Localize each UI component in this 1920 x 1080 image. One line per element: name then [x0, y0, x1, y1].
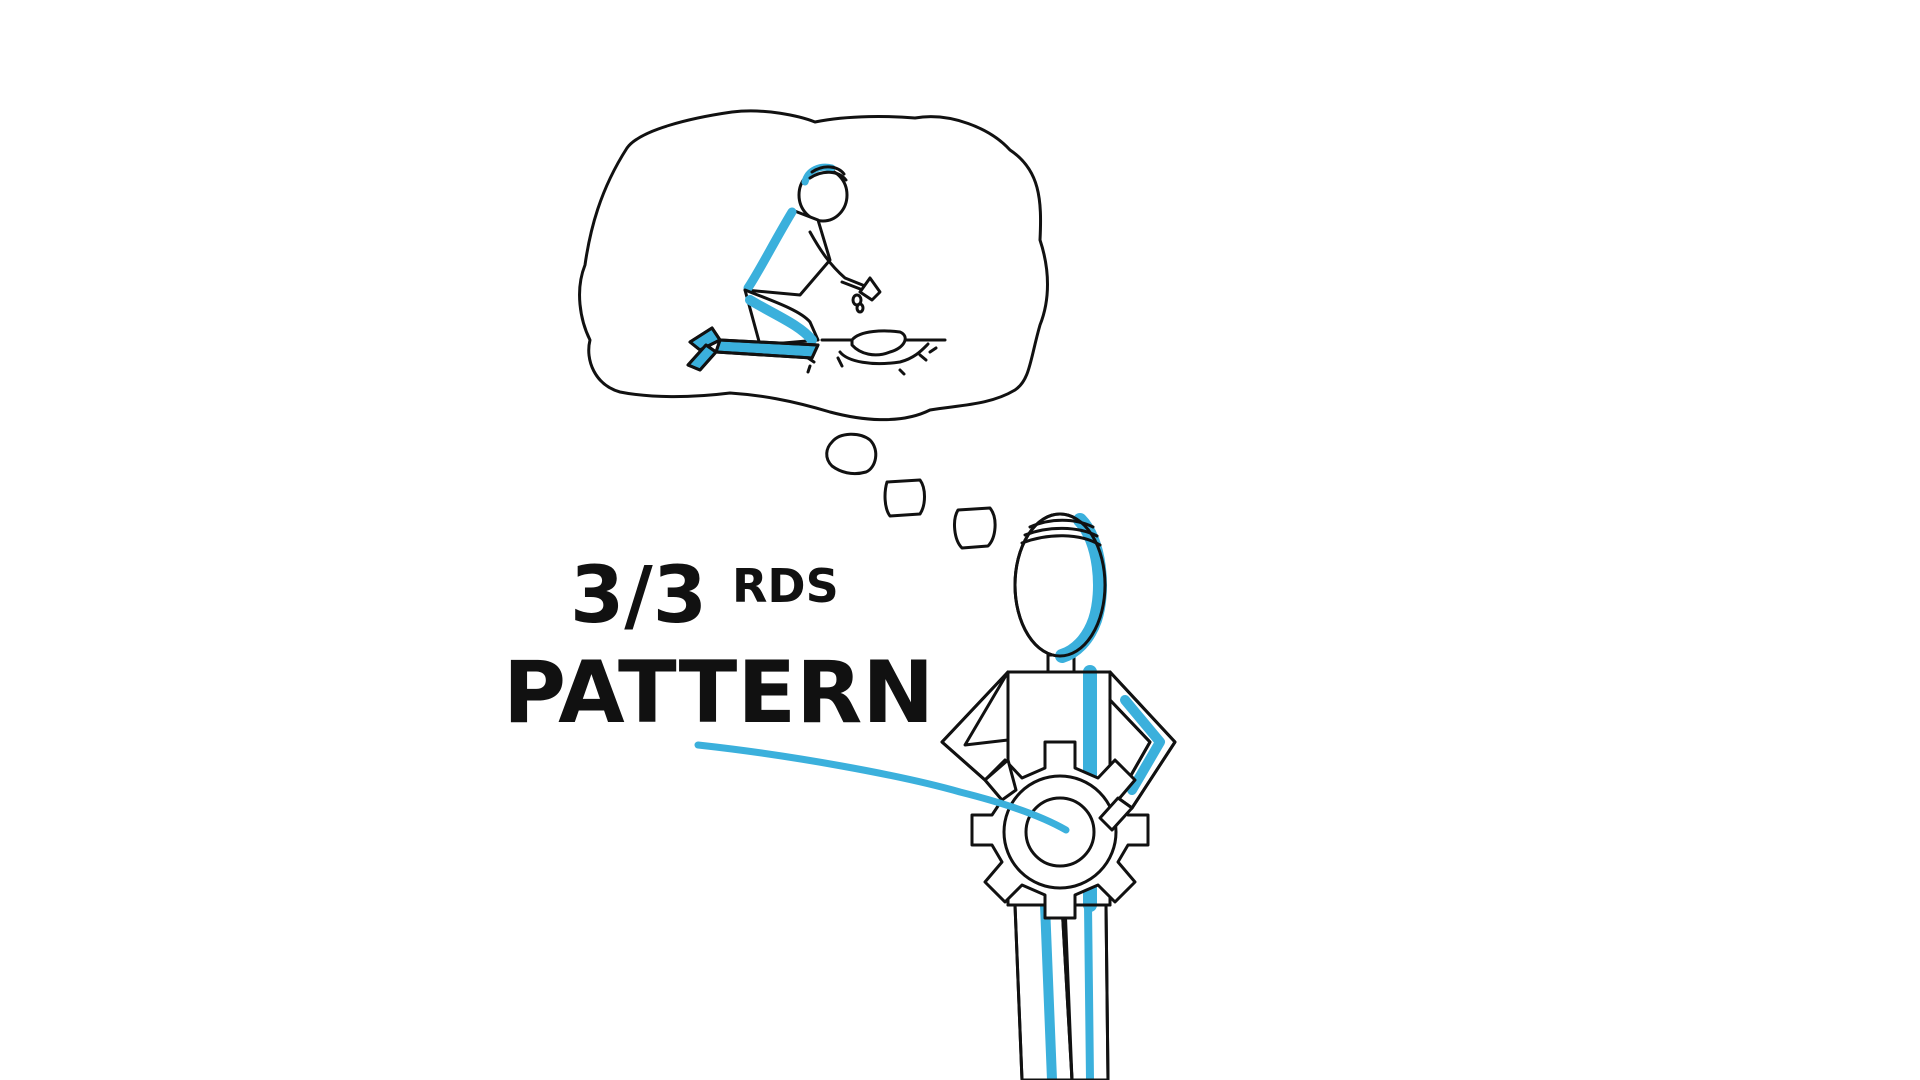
caption-fraction: 3/3 [570, 551, 707, 641]
pattern-caption: 3/3 RDS PATTERN [503, 551, 934, 743]
kneeling-figure-illustration [686, 163, 947, 376]
thought-cloud [578, 109, 1049, 422]
caption-word: PATTERN [503, 643, 934, 743]
thought-bubbles [825, 432, 997, 550]
thought-bubble-medium [883, 478, 926, 518]
caption-superscript: RDS [732, 559, 839, 613]
thought-bubble-large [825, 432, 878, 476]
caption-pointer-line [694, 741, 1070, 834]
thought-bubble-small [953, 506, 997, 550]
standing-figure-illustration [940, 512, 1177, 1080]
